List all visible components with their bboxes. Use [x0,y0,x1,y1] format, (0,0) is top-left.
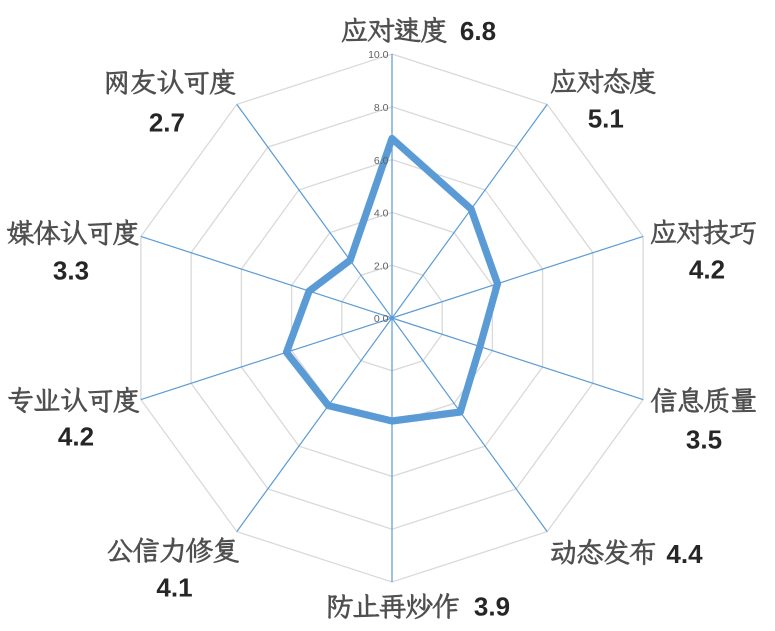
svg-text:5.1: 5.1 [588,103,624,133]
svg-text:6.0: 6.0 [374,155,389,167]
svg-text:3.5: 3.5 [686,424,722,454]
svg-text:6.8: 6.8 [460,16,496,46]
svg-text:2.0: 2.0 [374,260,389,272]
svg-text:4.2: 4.2 [689,254,725,284]
svg-text:8.0: 8.0 [374,102,389,114]
svg-text:4.2: 4.2 [58,421,94,451]
svg-text:0.0: 0.0 [374,313,389,325]
svg-text:3.3: 3.3 [53,255,89,285]
svg-text:4.1: 4.1 [156,573,192,603]
svg-text:10.0: 10.0 [368,49,389,61]
svg-text:4.4: 4.4 [666,539,703,569]
svg-text:2.7: 2.7 [149,107,185,137]
svg-text:4.0: 4.0 [374,208,389,220]
svg-text:3.9: 3.9 [474,591,510,621]
